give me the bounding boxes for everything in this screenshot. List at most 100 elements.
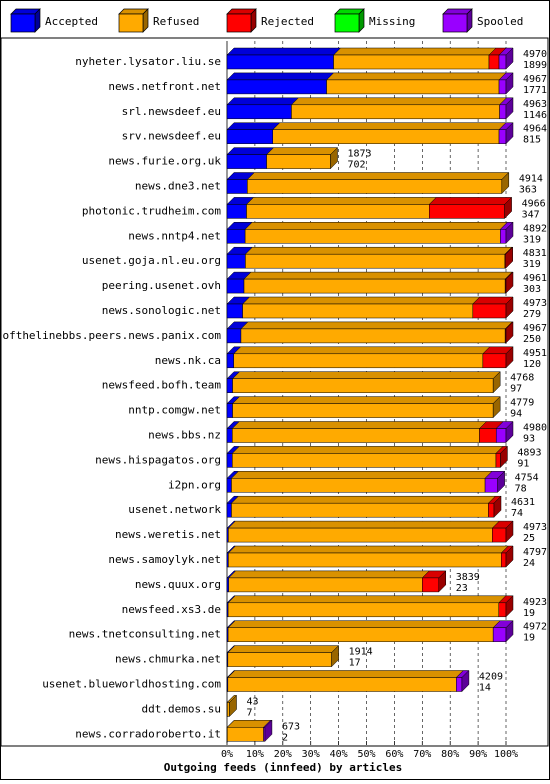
bar-segment-top xyxy=(244,222,509,230)
offered-value: 4963 xyxy=(523,99,547,110)
bar-group xyxy=(226,146,339,170)
accepted-value: 24 xyxy=(523,558,535,569)
offered-value: 4966 xyxy=(522,198,546,209)
x-tick-label: 0% xyxy=(221,749,233,760)
bar-end-face xyxy=(264,719,273,742)
bar-group xyxy=(226,470,506,493)
offered-value: 673 xyxy=(282,721,300,732)
legend-label: Missing xyxy=(369,15,415,28)
offered-value: 4831 xyxy=(523,248,547,259)
bar-segment xyxy=(226,204,247,219)
offered-value: 4967 xyxy=(523,74,547,85)
bar-end-face xyxy=(330,146,338,170)
legend-label: Spooled xyxy=(477,15,523,28)
offered-value: 4973 xyxy=(523,522,547,533)
accepted-value: 7 xyxy=(247,707,253,718)
x-tick-label: 40% xyxy=(330,749,348,760)
bar-segment xyxy=(429,204,505,219)
bar-segment-top xyxy=(231,421,488,429)
host-label: newsfeed.bofh.team xyxy=(102,379,222,392)
bar-segment xyxy=(226,577,229,593)
bar-segment xyxy=(226,478,232,493)
bar-segment xyxy=(226,129,274,144)
host-label: srl.newsdeef.eu xyxy=(122,105,221,118)
bar-group xyxy=(226,122,514,145)
bar-group xyxy=(226,620,514,643)
bar-end-face xyxy=(497,470,505,493)
bar-end-face xyxy=(505,246,513,269)
bar-segment xyxy=(227,677,457,692)
accepted-value: 250 xyxy=(523,334,541,345)
bar-segment-top xyxy=(231,396,501,404)
bar-segment xyxy=(482,353,507,369)
bar-segment xyxy=(227,727,264,742)
host-label: nntp.comgw.net xyxy=(128,404,221,417)
bar-segment xyxy=(226,353,234,369)
bar-segment xyxy=(246,204,430,219)
accepted-value: 2 xyxy=(282,732,288,743)
bar-segment xyxy=(228,527,493,543)
offered-value: 4768 xyxy=(510,373,534,384)
bar-group xyxy=(226,271,514,294)
host-label: endofthelinebbs.peers.news.panix.com xyxy=(1,329,221,342)
bar-segment xyxy=(266,154,331,169)
bar-segment-top xyxy=(227,545,509,554)
bar-segment xyxy=(456,677,463,692)
bar-segment xyxy=(495,428,507,443)
accepted-value: 97 xyxy=(510,384,522,395)
bar-end-face xyxy=(505,271,514,294)
bar-segment xyxy=(232,453,497,468)
bar-end-face xyxy=(505,221,514,244)
bar-segment xyxy=(226,278,245,294)
bar-segment xyxy=(479,428,497,443)
host-label: news.nk.ca xyxy=(155,354,221,367)
x-axis-title: Outgoing feeds (innfeed) by articles xyxy=(164,761,402,774)
accepted-value: 347 xyxy=(522,209,540,220)
legend-swatch xyxy=(226,13,252,33)
offered-value: 4893 xyxy=(517,447,541,458)
bar-segment-top xyxy=(246,172,510,180)
host-label: newsfeed.xs3.de xyxy=(122,603,221,616)
bar-group xyxy=(226,47,514,70)
legend-swatch xyxy=(10,13,36,33)
bar-segment-top xyxy=(227,520,500,529)
bar-segment xyxy=(226,104,292,120)
host-label: news.furie.org.uk xyxy=(108,155,221,168)
host-labels: nyheter.lysator.liu.se news.netfront.net s… xyxy=(0,55,222,740)
accepted-value: 303 xyxy=(523,284,541,295)
bar-group xyxy=(226,296,514,319)
bar-segment xyxy=(231,478,486,493)
bar-segment-top xyxy=(242,296,481,305)
host-label: ddt.demos.su xyxy=(142,702,221,715)
offered-value: 4972 xyxy=(523,622,547,633)
bar-group xyxy=(226,196,513,220)
bar-end-face xyxy=(505,122,514,145)
bar-end-face xyxy=(229,694,237,718)
bar-segment xyxy=(492,627,507,642)
bar-segment xyxy=(498,54,507,70)
bar-segment xyxy=(472,303,507,319)
host-label: news.dne3.net xyxy=(135,180,221,193)
bar-segment-top xyxy=(290,97,508,106)
offered-value: 4631 xyxy=(511,497,535,508)
host-label: usenet.blueworldhosting.com xyxy=(42,678,221,691)
accepted-value: 14 xyxy=(479,683,491,694)
bar-group xyxy=(226,719,273,742)
host-label: news.nntp4.net xyxy=(128,229,221,242)
legend-swatch xyxy=(334,13,360,33)
accepted-value: 91 xyxy=(517,458,529,469)
bar-end-face xyxy=(505,420,514,444)
bar-end-face xyxy=(501,171,510,195)
accepted-value: 25 xyxy=(523,533,535,544)
bar-segment xyxy=(243,278,506,294)
bar-group xyxy=(226,644,340,668)
bar-end-face xyxy=(505,520,514,543)
bar-segment-top xyxy=(428,197,513,205)
bar-end-face xyxy=(505,47,514,70)
bar-segment-top xyxy=(228,570,430,579)
bar-end-face xyxy=(504,196,512,220)
bar-segment xyxy=(240,328,506,344)
accepted-value: 23 xyxy=(456,583,468,594)
bar-segment-top xyxy=(243,271,513,280)
